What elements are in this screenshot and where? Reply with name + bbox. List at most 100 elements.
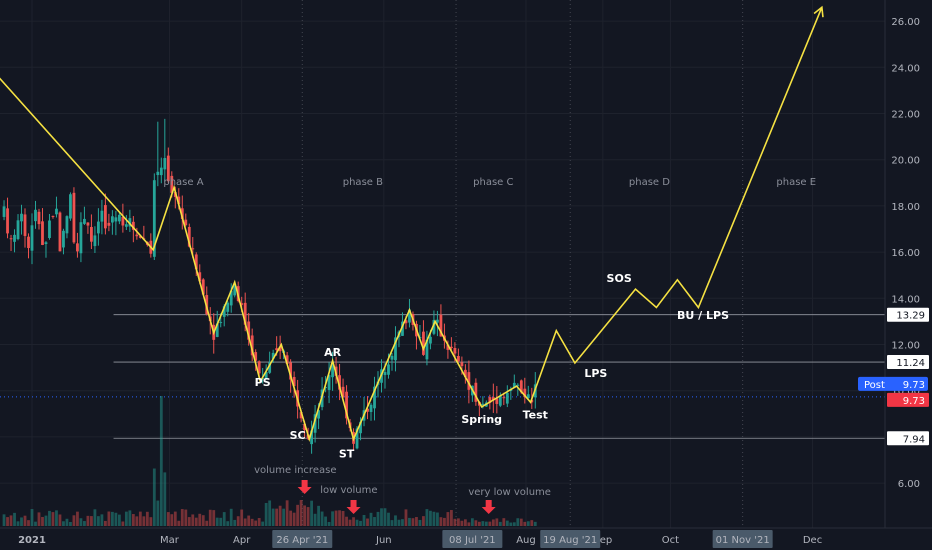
volume-bar	[408, 517, 411, 526]
candle-body	[152, 180, 156, 257]
phase-dividers	[301, 0, 744, 528]
volume-bar	[131, 514, 135, 526]
candle-body	[453, 347, 457, 354]
volume-bar	[257, 518, 261, 526]
volume-bar	[484, 521, 488, 526]
volume-bar	[355, 519, 359, 526]
post-price-prefix: Post	[864, 380, 885, 391]
volume-bar	[303, 505, 307, 526]
volume-bar	[110, 511, 114, 526]
volume-bar	[243, 518, 247, 526]
volume-bar	[460, 520, 464, 526]
candle-body	[215, 323, 219, 337]
volume-bar	[173, 511, 177, 526]
volume-bar	[37, 512, 41, 526]
candle-body	[2, 206, 6, 217]
time-tick-label: Jun	[375, 535, 392, 546]
candle-body	[23, 214, 27, 236]
volume-bar	[383, 508, 387, 526]
volume-bar	[268, 500, 272, 526]
candle-body	[51, 215, 55, 217]
candle-body	[13, 234, 16, 242]
candle-body	[369, 404, 373, 412]
volume-annotation: very low volume	[468, 487, 551, 498]
candle-body	[131, 221, 135, 230]
volume-bar	[194, 517, 198, 526]
phase-label: phase E	[776, 177, 816, 188]
price-axis[interactable]: 6.008.0010.0012.0014.0016.0018.0020.0022…	[858, 0, 932, 528]
candle-body	[450, 346, 453, 349]
candle-body	[303, 423, 307, 431]
candle-body	[34, 209, 37, 222]
candle-body	[425, 339, 429, 360]
volume-bar	[58, 514, 62, 526]
volume-bar	[69, 521, 72, 526]
phase-labels: phase A phase B phase C phase D phase E	[163, 177, 816, 188]
volume-annotations: volume increase low volume very low volume	[254, 465, 551, 514]
volume-bar	[117, 514, 121, 526]
candle-body	[184, 219, 188, 226]
volume-bar	[432, 511, 436, 526]
volume-bar	[166, 512, 170, 526]
phase-label: phase D	[629, 177, 670, 188]
time-axis[interactable]: 2021 Mar Apr Jun Aug Sep Oct Dec 26 Apr '21 08 Ju…	[0, 527, 932, 550]
wyckoff-label: ST	[339, 448, 355, 461]
red-arrow-icon	[346, 500, 361, 514]
volume-bar	[240, 509, 244, 526]
volume-bar	[229, 508, 233, 526]
volume-bar	[429, 510, 432, 526]
volume-bar	[135, 516, 139, 526]
candle-body	[463, 369, 467, 378]
volume-bar	[498, 521, 502, 526]
volume-bar	[41, 516, 44, 526]
candle-body	[254, 352, 258, 361]
candle-body	[107, 222, 111, 226]
price-tick-label: 10.00	[891, 387, 920, 398]
volume-bar	[509, 522, 513, 526]
volume-bar	[488, 521, 492, 526]
volume-bar	[27, 520, 30, 526]
volume-bar	[233, 519, 237, 526]
volume-bar	[128, 510, 132, 526]
candle-body	[117, 214, 121, 222]
candle-body	[83, 218, 86, 224]
volume-bar	[247, 515, 251, 526]
candle-body	[523, 388, 527, 398]
candle-body	[408, 309, 411, 323]
horizontal-levels	[0, 314, 885, 439]
volume-bar	[530, 520, 534, 526]
volume-bar	[345, 516, 348, 526]
volume-bar	[418, 519, 422, 526]
candle-body	[58, 212, 62, 252]
time-tick-label: Apr	[233, 535, 251, 546]
candle-body	[9, 238, 13, 240]
candle-body	[338, 375, 341, 390]
candle-body	[327, 375, 331, 390]
volume-bar	[124, 511, 128, 526]
wyckoff-label: PS	[255, 376, 271, 389]
volume-bar	[470, 518, 474, 526]
volume-bar	[264, 502, 268, 526]
candle-body	[495, 398, 499, 404]
candle-body	[79, 222, 83, 254]
candle-body	[359, 421, 362, 434]
volume-bar	[446, 512, 450, 526]
volume-bar	[191, 514, 195, 526]
candle-body	[124, 224, 128, 227]
volume-annotation: volume increase	[254, 465, 336, 476]
candle-body	[268, 362, 272, 373]
volume-bar	[152, 468, 156, 526]
volume-bar	[526, 521, 530, 526]
candle-body	[512, 382, 516, 388]
volume-bar	[65, 518, 69, 526]
volume-bar	[114, 512, 118, 526]
volume-bar	[463, 519, 467, 526]
candle-body	[278, 346, 282, 352]
volume-bar	[456, 518, 460, 526]
candle-body	[97, 221, 100, 234]
volume-bar	[491, 519, 495, 526]
volume-bar	[187, 517, 191, 526]
volume-bar	[9, 515, 13, 526]
